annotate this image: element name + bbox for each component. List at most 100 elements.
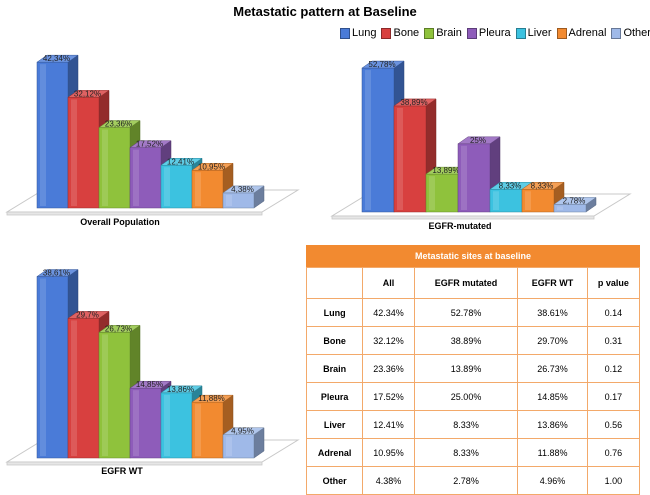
legend-label: Lung bbox=[352, 27, 377, 39]
legend-item-liver: Liver bbox=[515, 27, 552, 39]
bar-top-adrenal bbox=[191, 394, 234, 403]
legend-item-lung: Lung bbox=[340, 27, 376, 39]
data-label: 38,89% bbox=[400, 98, 427, 107]
table-header-egfr-wt: EGFR WT bbox=[517, 267, 588, 299]
chart-floor-edge bbox=[6, 211, 263, 216]
table-cell: 52.78% bbox=[413, 298, 519, 327]
bar-highlight bbox=[397, 107, 403, 210]
table-cell: 11.88% bbox=[517, 438, 588, 467]
bar-highlight bbox=[40, 64, 46, 206]
chart-legend: Lung Bone Brain Pleura Liver Adrenal Oth… bbox=[340, 27, 650, 39]
bar-top-other bbox=[222, 427, 265, 435]
legend-swatch bbox=[340, 27, 350, 39]
table-cell: 29.70% bbox=[517, 326, 588, 355]
legend-swatch bbox=[466, 27, 477, 39]
table-cell-site: Bone bbox=[305, 326, 364, 355]
legend-label: Bone bbox=[393, 27, 420, 39]
table-cell-site: Other bbox=[305, 466, 364, 495]
bar-top-lung bbox=[36, 54, 79, 63]
table-cell: 25.00% bbox=[413, 382, 519, 411]
legend-item-adrenal: Adrenal bbox=[556, 27, 606, 39]
table-cell: 26.73% bbox=[517, 354, 588, 383]
bar-highlight bbox=[195, 404, 201, 456]
bar-top-liver bbox=[160, 158, 203, 166]
data-label: 2,78% bbox=[563, 196, 586, 205]
table-header-all: All bbox=[362, 267, 415, 299]
bar-top-pleura bbox=[457, 136, 501, 145]
bar-highlight bbox=[102, 129, 108, 206]
bar-highlight bbox=[164, 394, 170, 456]
table-cell-site: Lung bbox=[305, 298, 364, 327]
table-cell: 0.76 bbox=[586, 438, 641, 467]
table-cell: 38.89% bbox=[413, 326, 519, 355]
data-label: 10,95% bbox=[198, 162, 225, 171]
table-cell: 38.61% bbox=[517, 298, 588, 327]
table-cell: 12.41% bbox=[362, 410, 415, 439]
bar-highlight bbox=[102, 334, 108, 456]
table-cell: 0.17 bbox=[586, 382, 641, 411]
bar-top-other bbox=[222, 185, 265, 194]
bar-chart-1: 42,34% 32,12% 23,36% 17,52% 12,41% 10,95% 4,38… bbox=[5, 54, 300, 227]
bar-highlight bbox=[365, 70, 371, 211]
bar-top-pleura bbox=[129, 140, 172, 148]
data-label: 4,95% bbox=[231, 427, 254, 436]
metastatic-sites-table: Metastatic sites at baseline All EGFR mu… bbox=[305, 245, 641, 495]
bar-top-bone bbox=[393, 98, 437, 107]
legend-label: Liver bbox=[527, 27, 552, 39]
data-label: 38,61% bbox=[43, 269, 70, 278]
legend-item-brain: Brain bbox=[424, 27, 462, 39]
bar-top-pleura bbox=[129, 380, 172, 389]
bar-top-brain bbox=[98, 325, 141, 333]
bar-top-bone bbox=[67, 90, 110, 98]
legend-item-bone: Bone bbox=[381, 27, 419, 39]
bar-highlight bbox=[226, 194, 232, 206]
table-header-p-value: p value bbox=[586, 267, 641, 299]
bar-highlight bbox=[525, 191, 531, 210]
bar-highlight bbox=[461, 145, 467, 210]
data-label: 13,86% bbox=[167, 385, 194, 394]
table-cell: 0.56 bbox=[586, 410, 641, 439]
table-cell: 8.33% bbox=[413, 438, 519, 467]
bar-highlight bbox=[71, 99, 77, 206]
bar-highlight bbox=[164, 167, 170, 206]
data-label: 13,89% bbox=[432, 166, 459, 175]
legend-label: Pleura bbox=[478, 27, 511, 39]
data-label: 8,33% bbox=[531, 181, 554, 190]
table-cell: 0.12 bbox=[586, 354, 641, 383]
legend-swatch bbox=[556, 27, 567, 39]
data-label: 12,41% bbox=[167, 157, 194, 166]
table-row: Pleura 17.52% 25.00% 14.85% 0.17 bbox=[305, 382, 641, 411]
table-cell: 32.12% bbox=[362, 326, 415, 355]
data-label: 32,12% bbox=[74, 89, 101, 98]
data-label: 4,38% bbox=[231, 185, 254, 194]
legend-item-other: Other bbox=[611, 27, 650, 39]
legend-swatch bbox=[381, 27, 392, 39]
data-label: 14,85% bbox=[136, 380, 163, 389]
bar-top-bone bbox=[67, 311, 110, 319]
table-cell: 42.34% bbox=[362, 298, 415, 327]
bar-highlight bbox=[40, 278, 46, 456]
legend-swatch bbox=[424, 27, 435, 39]
table-cell: 2.78% bbox=[413, 466, 519, 495]
table-cell: 13.89% bbox=[413, 354, 519, 383]
table-header-row: All EGFR mutated EGFR WT p value bbox=[305, 267, 641, 299]
table-cell: 0.31 bbox=[586, 326, 641, 355]
chart-floor-edge bbox=[6, 461, 263, 466]
table-cell-site: Liver bbox=[305, 410, 364, 439]
bar-top-lung bbox=[361, 60, 405, 69]
table-row: Brain 23.36% 13.89% 26.73% 0.12 bbox=[305, 354, 641, 383]
bar-highlight bbox=[133, 390, 139, 456]
legend-label: Brain bbox=[436, 27, 462, 39]
table-header-site bbox=[305, 267, 364, 299]
bar-highlight bbox=[429, 176, 435, 210]
bar-highlight bbox=[226, 436, 232, 456]
table-header-egfr-mutated: EGFR mutated bbox=[413, 267, 519, 299]
data-label: 42,34% bbox=[43, 54, 70, 63]
chart-floor-edge bbox=[331, 215, 595, 220]
legend-label: Other bbox=[623, 27, 650, 39]
table-row: Bone 32.12% 38.89% 29.70% 0.31 bbox=[305, 326, 641, 355]
table-cell: 8.33% bbox=[413, 410, 519, 439]
data-label: 8,33% bbox=[499, 181, 522, 190]
data-label: 52,78% bbox=[368, 60, 395, 69]
page-title: Metastatic pattern at Baseline bbox=[233, 4, 417, 19]
